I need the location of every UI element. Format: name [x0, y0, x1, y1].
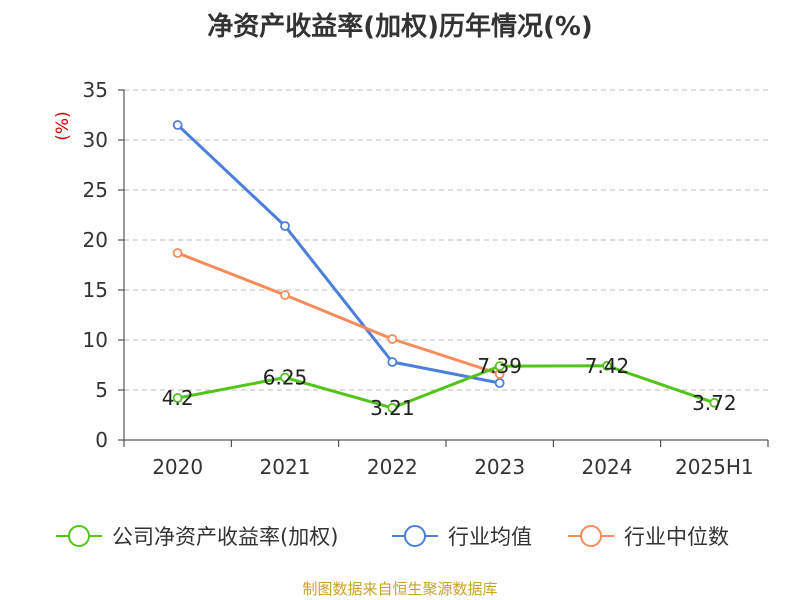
y-tick-label: 20	[83, 228, 108, 252]
legend-marker-icon	[68, 525, 90, 547]
series-line	[177, 364, 715, 410]
x-tick-label: 2023	[474, 455, 525, 479]
data-point	[172, 248, 183, 258]
data-label: 6.25	[263, 366, 308, 390]
data-point	[280, 372, 290, 383]
x-tick-label: 2020	[152, 455, 203, 479]
footer-source: 制图数据来自恒生聚源数据库	[302, 580, 498, 598]
data-point	[172, 393, 183, 403]
legend-item: 公司净资产收益率(加权)	[56, 525, 338, 549]
legend-item: 行业中位数	[568, 525, 729, 549]
y-tick-label: 5	[95, 378, 108, 402]
legend-marker-icon	[404, 525, 426, 547]
data-label: 7.42	[585, 354, 630, 378]
data-point	[387, 402, 398, 413]
y-tick-label: 25	[83, 178, 108, 202]
data-label: 7.39	[477, 354, 522, 378]
y-tick-label: 30	[83, 128, 108, 152]
y-tick-label: 15	[83, 278, 108, 302]
legend-label: 公司净资产收益率(加权)	[112, 525, 338, 549]
legend-label: 行业均值	[448, 525, 532, 549]
data-point	[602, 360, 612, 371]
data-label: 4.2	[162, 386, 194, 410]
chart-title: 净资产收益率(加权)历年情况(%)	[207, 12, 593, 42]
data-label: 3.21	[370, 396, 415, 420]
data-point	[280, 221, 290, 231]
y-tick-label: 35	[83, 78, 108, 102]
data-point	[494, 361, 505, 372]
legend-label: 行业中位数	[624, 525, 729, 549]
data-point	[709, 397, 720, 408]
data-point	[494, 378, 505, 388]
x-tick-label: 2022	[367, 455, 418, 479]
data-label: 3.72	[692, 391, 737, 415]
y-axis-unit-label: (%)	[53, 111, 73, 140]
x-tick-label: 2025H1	[675, 455, 754, 479]
data-point	[280, 290, 290, 300]
data-point	[387, 357, 398, 367]
series-line	[177, 251, 501, 376]
legend-item: 行业均值	[392, 525, 532, 549]
series-line	[176, 123, 500, 385]
x-tick-label: 2024	[582, 455, 633, 479]
y-tick-label: 0	[95, 428, 108, 452]
legend-marker-icon	[580, 525, 602, 547]
x-tick-label: 2021	[260, 455, 311, 479]
data-point	[387, 334, 398, 344]
data-point	[172, 120, 183, 130]
y-tick-label: 10	[83, 328, 108, 352]
